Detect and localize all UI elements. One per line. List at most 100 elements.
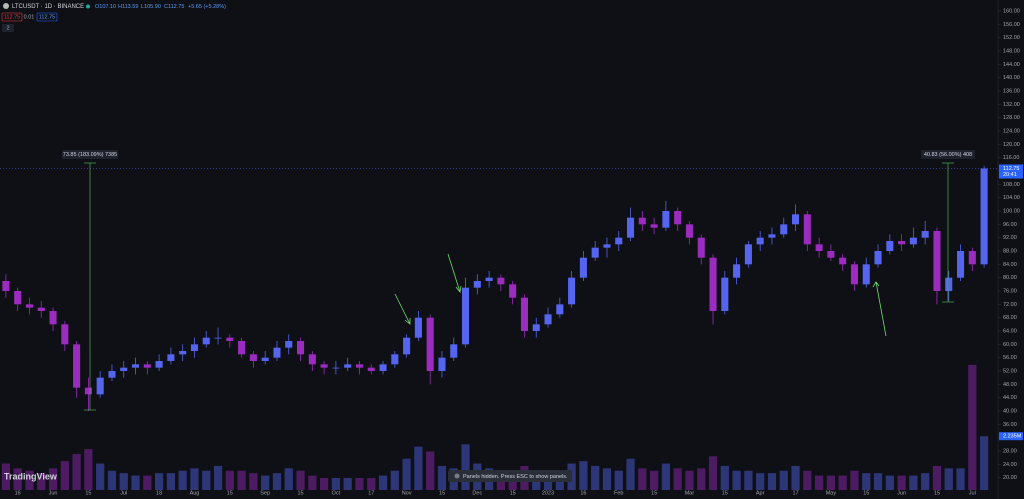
volume-bar [862,473,871,490]
volume-bar [13,468,22,490]
volume-bar [107,470,117,490]
volume-bar [579,461,588,490]
measure-label: 40.83 (56.00%) 408 [924,152,972,158]
x-tick-label: 17 [792,490,798,496]
volume-bar [626,458,635,490]
candle-body [320,364,328,368]
volume-bar [779,470,788,490]
candle-body [886,241,894,251]
x-tick-label: 2023 [542,490,554,496]
volume-bar [873,473,883,490]
symbol-icon [3,3,9,9]
x-tick-label: 15 [722,490,728,496]
sell-button[interactable] [1,12,23,22]
volume-bar [296,470,305,490]
volume-label-box [999,432,1023,441]
candle-body [355,364,363,368]
volume-bar [814,475,824,490]
info-icon [454,473,460,479]
symbol-title: LTCUSDT · 1D · BINANCE [12,4,84,10]
candle-body [485,277,493,281]
ohlc-high: H113.59 [118,4,138,10]
candle-body [509,284,517,298]
y-tick-label: 116.00 [1003,155,1019,161]
volume-bar [390,470,399,490]
volume-bar [661,463,671,490]
candle-body [143,364,151,368]
x-tick-label: 16 [15,490,21,496]
ohlc-open: O107.10 [95,4,116,10]
candle-body [96,377,104,395]
candle-body [850,264,858,285]
last-price-box [999,164,1023,179]
volume-bar [697,468,706,490]
volume-bar [932,465,942,490]
x-tick-label: 15 [85,490,91,496]
volume-bar [909,475,918,490]
candle-body [768,234,776,238]
volume-bar [602,468,612,490]
candle-body [344,364,352,368]
y-tick-label: 108.00 [1003,182,1020,188]
candle-body [520,297,528,331]
volume-bar [956,468,965,490]
ohlc-change: +5.65 (+5.28%) [188,4,226,10]
plot: 20.0024.0028.0032.0036.0040.0044.0048.00… [0,8,1023,496]
notice-box [448,470,572,482]
arrow [872,281,887,337]
countdown: 20:41 [1003,172,1017,178]
volume-bar [272,473,282,490]
volume-bar [838,475,847,490]
y-tick-label: 20.00 [1003,475,1017,481]
candle-body [167,354,175,361]
arrows [394,253,887,337]
volume-bar [154,473,164,490]
candle-body [650,224,658,228]
volume-bar [72,453,81,490]
volume-bar [744,470,753,490]
candle-body [615,237,623,245]
candle-body [603,244,611,248]
sell-price: 112.75 [4,15,20,21]
spread: 0.01 [24,15,35,21]
collapse-button[interactable] [2,24,14,32]
candle-body [827,251,835,258]
x-tick-label: May [826,490,837,496]
y-tick-label: 52.00 [1003,368,1017,374]
candle-body [980,168,988,265]
volume-bar [213,465,223,490]
candle-body [285,341,293,348]
volume-bar [308,475,317,490]
volume-bar [850,470,859,490]
x-tick-label: 15 [651,490,657,496]
volume-bar [37,473,46,490]
candle-body [709,257,717,311]
volume-bar [944,468,953,490]
volume-bar [1,463,11,490]
candle-body [61,324,69,345]
buy-button[interactable] [36,12,58,22]
volume-bar [414,446,423,490]
candle-body [273,347,281,358]
x-tick-label: Dec [472,490,482,496]
volume-bar [178,470,187,490]
candle-body [544,314,552,325]
logo: TradingView [4,471,58,481]
candle-body [238,341,246,355]
candle-body [674,211,682,225]
candle-body [874,251,882,265]
volume-label: 2.235M [1003,434,1022,440]
y-tick-label: 64.00 [1003,328,1017,334]
candle-body [697,237,705,258]
x-tick-label: Jun [49,490,58,496]
y-tick-label: 104.00 [1003,195,1020,201]
volume-bar [84,449,93,490]
x-tick-label: Jun [897,490,906,496]
candle-body [14,291,22,305]
candle-body [414,317,422,338]
measure-label: 73.85 (183.09%) 7385 [63,152,117,158]
candle-body [179,351,187,355]
candle-body [815,244,823,251]
x-tick-label: 17 [368,490,374,496]
